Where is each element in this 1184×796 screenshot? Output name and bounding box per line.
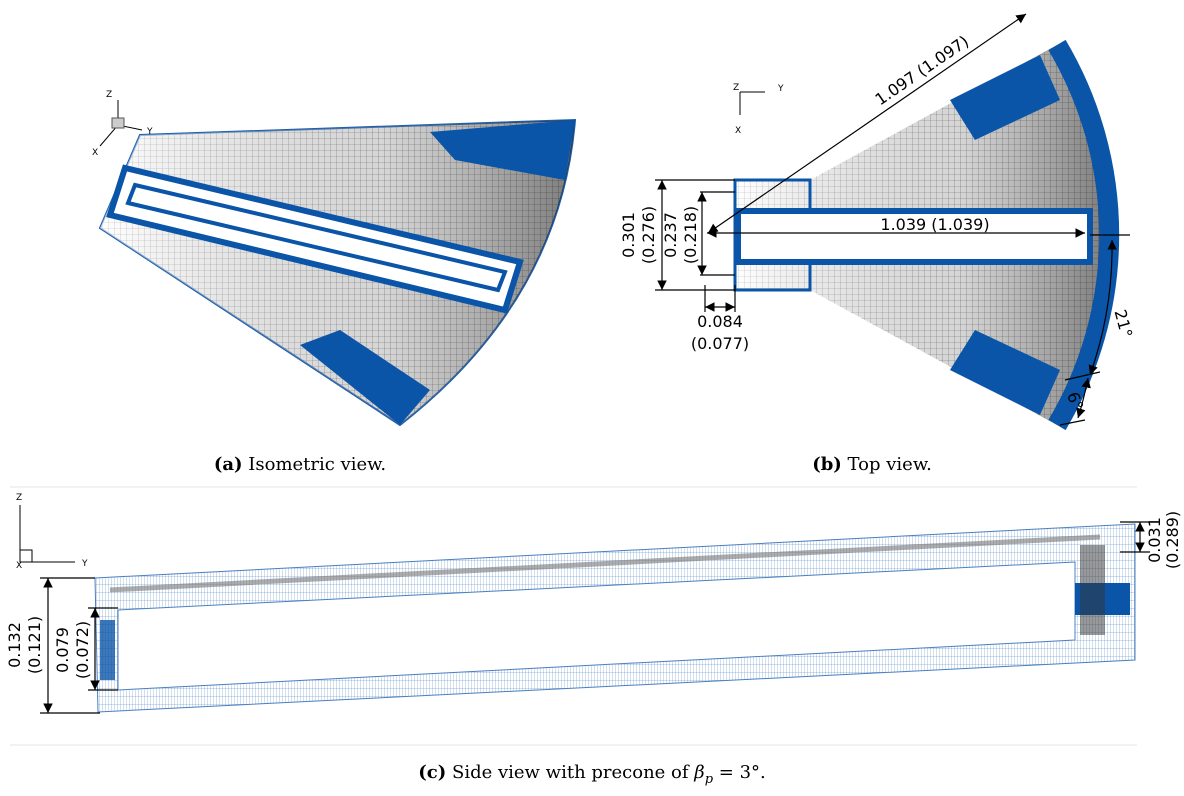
dimension: 0.031 xyxy=(1145,517,1164,563)
axis-triad-c: Z Y X xyxy=(16,493,88,571)
dimension: 0.301 xyxy=(619,212,638,258)
dimension: 0.084 xyxy=(697,312,743,331)
dimension: (0.218) xyxy=(681,206,700,264)
dimension: 0.237 xyxy=(661,212,680,258)
dimension: (0.121) xyxy=(25,616,44,674)
axis-triad-b: Z Y X xyxy=(733,83,784,136)
axis-label: Z xyxy=(16,493,22,503)
axis-label: Y xyxy=(81,559,88,569)
dimension: 0.079 xyxy=(53,627,72,673)
caption-label: (c) xyxy=(418,762,446,783)
axis-label: Y xyxy=(777,84,784,94)
caption-text: Side view with precone of xyxy=(452,762,690,783)
dimension: 21° xyxy=(1110,307,1136,339)
axis-label: Z xyxy=(106,90,112,100)
axis-label: Z xyxy=(733,83,739,93)
caption: (c) Side view with precone of βp = 3°. xyxy=(418,762,766,788)
caption-symbol: β xyxy=(693,762,704,783)
dimension: 0.132 xyxy=(5,622,24,668)
axis-label: X xyxy=(735,126,741,136)
axis-label: Y xyxy=(146,127,153,137)
dimension: (0.077) xyxy=(691,334,749,353)
caption-text: Top view. xyxy=(848,454,932,475)
caption-label: (b) xyxy=(812,454,842,475)
axis-label: X xyxy=(92,148,98,158)
caption-subscript: p xyxy=(705,772,714,787)
caption-label: (a) xyxy=(214,454,243,475)
dimension: (0.072) xyxy=(73,621,92,679)
figure: Z Y X Z Y X 1.097 (1.097) 1.039 (1.039) … xyxy=(0,0,1184,796)
side-mesh xyxy=(95,524,1135,712)
dimension: (0.289) xyxy=(1163,511,1182,569)
isometric-mesh xyxy=(100,120,575,425)
dimension: 1.039 (1.039) xyxy=(880,215,989,234)
caption-text: Isometric view. xyxy=(248,454,386,475)
top-mesh xyxy=(735,45,1109,425)
axis-label: X xyxy=(16,561,22,571)
caption-equation: = 3°. xyxy=(719,762,766,783)
caption: (a) Isometric view. xyxy=(214,454,386,475)
caption: (b) Top view. xyxy=(812,454,932,475)
dimension: (0.276) xyxy=(639,206,658,264)
